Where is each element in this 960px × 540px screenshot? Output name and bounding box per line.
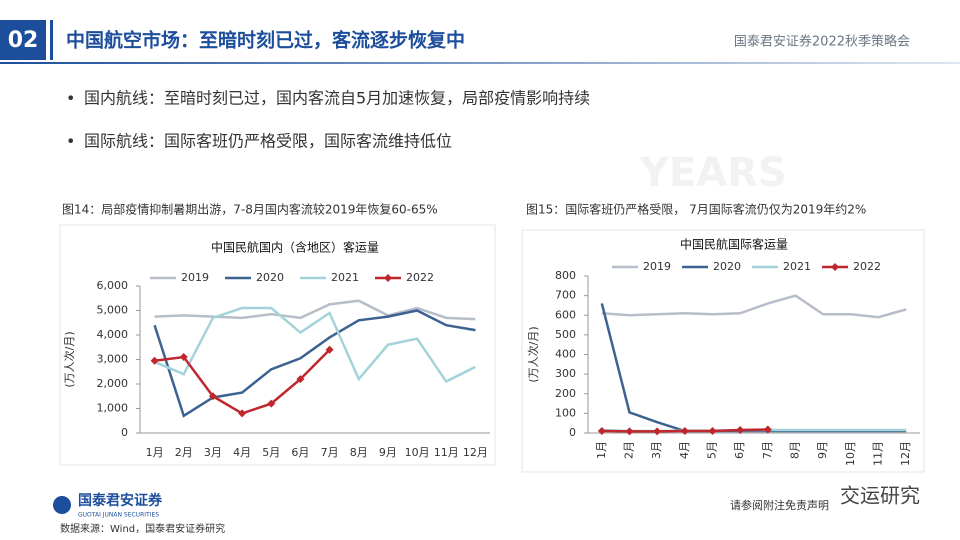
x-tick-label: 10月 xyxy=(405,446,430,459)
y-tick-label: 6,000 xyxy=(97,279,129,292)
x-tick-label: 5月 xyxy=(262,446,280,459)
source: 数据来源：Wind，国泰君安证券研究 xyxy=(60,522,225,535)
y-axis-label: (万人次/月) xyxy=(526,326,540,382)
y-tick-label: 0 xyxy=(121,426,128,439)
bullet-dot: • xyxy=(66,132,75,151)
data-point xyxy=(625,427,634,436)
data-point xyxy=(680,427,689,436)
header-rule xyxy=(0,62,960,64)
series-line xyxy=(154,299,476,321)
legend-label: 2020 xyxy=(256,271,284,284)
y-tick-label: 3,000 xyxy=(97,353,129,366)
x-tick-label: 4月 xyxy=(233,446,251,459)
y-tick-label: 2,000 xyxy=(97,377,129,390)
divider xyxy=(50,20,53,60)
section-number: 02 xyxy=(8,28,39,53)
data-point xyxy=(208,392,217,401)
x-tick-label: 6月 xyxy=(733,441,746,459)
data-point xyxy=(763,425,772,434)
x-tick-label: 7月 xyxy=(321,446,339,459)
x-tick-label: 11月 xyxy=(434,446,459,459)
y-tick-label: 0 xyxy=(569,426,576,439)
logo-en: GUOTAI JUNAN SECURITIES xyxy=(78,512,159,519)
x-tick-label: 12月 xyxy=(899,441,912,466)
x-tick-label: 12月 xyxy=(463,446,488,459)
disclaimer: 请参阅附注免责声明 xyxy=(730,498,829,512)
y-tick-label: 200 xyxy=(555,387,576,400)
chart-caption: 图14：局部疫情抑制暑期出游，7-8月国内客流较2019年恢复60-65% xyxy=(62,202,438,217)
data-point xyxy=(267,399,276,408)
legend-label: 2021 xyxy=(331,271,359,284)
data-point xyxy=(179,353,188,362)
x-tick-label: 11月 xyxy=(872,441,885,466)
legend-label: 2019 xyxy=(643,260,671,273)
x-tick-label: 1月 xyxy=(146,446,164,459)
x-tick-label: 2月 xyxy=(175,446,193,459)
legend-label: 2019 xyxy=(181,271,209,284)
x-tick-label: 5月 xyxy=(706,441,719,459)
slide-title: 中国航空市场：至暗时刻已过，客流逐步恢复中 xyxy=(66,29,465,52)
section-box xyxy=(0,20,46,60)
y-tick-label: 1,000 xyxy=(97,402,129,415)
legend-label: 2022 xyxy=(406,271,434,284)
bullet: 国内航线：至暗时刻已过，国内客流自5月加速恢复，局部疫情影响持续 xyxy=(84,89,590,108)
legend-label: 2022 xyxy=(853,260,881,273)
data-point xyxy=(296,375,305,384)
legend-marker xyxy=(831,263,839,271)
bullet: 国际航线：国际客班仍严格受限，国际客流维持低位 xyxy=(84,132,452,151)
data-point xyxy=(736,426,745,435)
legend-marker xyxy=(384,274,392,282)
x-tick-label: 10月 xyxy=(844,441,857,466)
y-tick-label: 600 xyxy=(555,308,576,321)
x-tick-label: 6月 xyxy=(291,446,309,459)
chart-title: 中国民航国际客运量 xyxy=(680,237,788,252)
data-point xyxy=(597,427,606,436)
series-line xyxy=(154,306,476,384)
x-tick-label: 4月 xyxy=(678,441,691,459)
data-point xyxy=(653,427,662,436)
chart-caption: 图15：国际客班仍严格受限， 7月国际客流仍仅为2019年约2% xyxy=(526,202,866,217)
legend-label: 2020 xyxy=(713,260,741,273)
x-tick-label: 3月 xyxy=(650,441,663,459)
logo-icon xyxy=(53,496,71,514)
x-tick-label: 8月 xyxy=(789,441,802,459)
x-tick-label: 2月 xyxy=(623,441,636,459)
x-tick-label: 1月 xyxy=(595,441,608,459)
watermark: 交运研究 xyxy=(840,484,920,508)
data-point xyxy=(325,345,334,354)
data-point xyxy=(708,427,717,436)
x-tick-label: 8月 xyxy=(350,446,368,459)
y-tick-label: 500 xyxy=(555,328,576,341)
event-name: 国泰君安证券2022秋季策略会 xyxy=(734,34,910,50)
y-tick-label: 300 xyxy=(555,367,576,380)
x-tick-label: 7月 xyxy=(761,441,774,459)
data-point xyxy=(238,409,247,418)
y-tick-label: 4,000 xyxy=(97,328,129,341)
logo-text: 国泰君安证券 xyxy=(78,492,163,509)
series-line xyxy=(153,309,476,418)
y-axis-label: (万人次/月) xyxy=(62,331,76,387)
legend-label: 2021 xyxy=(783,260,811,273)
x-tick-label: 9月 xyxy=(379,446,397,459)
bg-watermark: YEARS xyxy=(639,150,787,196)
y-tick-label: 100 xyxy=(555,406,576,419)
y-tick-label: 400 xyxy=(555,348,576,361)
data-point xyxy=(150,356,159,365)
x-tick-label: 9月 xyxy=(816,441,829,459)
series-line xyxy=(601,294,907,319)
bullet-dot: • xyxy=(66,89,75,108)
y-tick-label: 700 xyxy=(555,289,576,302)
y-tick-label: 5,000 xyxy=(97,304,129,317)
x-tick-label: 3月 xyxy=(204,446,222,459)
chart-title: 中国民航国内（含地区）客运量 xyxy=(211,240,379,255)
y-tick-label: 800 xyxy=(555,269,576,282)
